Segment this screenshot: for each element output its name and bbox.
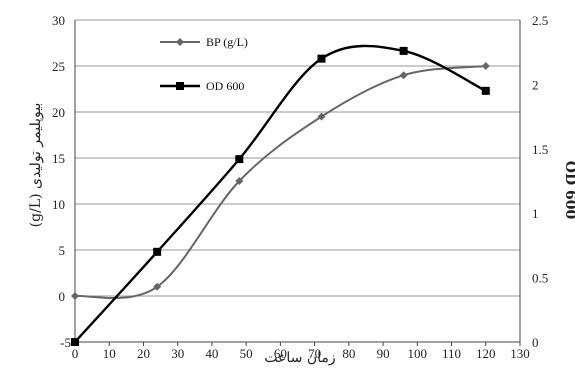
od600-point (317, 54, 326, 63)
left-axis-title: (g/L) بیوپلیمر تولیدی (28, 103, 44, 228)
od600-point (399, 46, 408, 55)
bp-point (481, 62, 490, 70)
right-tick-label: 2.5 (532, 13, 548, 28)
x-tick-label: 50 (240, 346, 253, 361)
bp-point (71, 292, 79, 300)
x-tick-label: 100 (408, 346, 428, 361)
right-tick-label: 1.5 (532, 142, 548, 157)
x-tick-label: 40 (205, 346, 218, 361)
x-tick-label: 0 (72, 346, 79, 361)
x-axis-title: زمان ساعت (264, 350, 335, 366)
x-tick-label: 120 (476, 346, 496, 361)
series-line-bp (74, 65, 486, 300)
right-tick-label: 0 (532, 335, 539, 350)
right-tick-label: 2 (532, 77, 539, 92)
x-tick-label: 60 (274, 346, 287, 361)
od600-point (71, 338, 79, 346)
series-line-od600 (74, 44, 487, 343)
bp-point (399, 71, 408, 80)
od600-point (481, 86, 490, 95)
x-tick-label: 30 (171, 346, 184, 361)
bp-point (317, 112, 326, 121)
left-tick-label: 20 (52, 105, 65, 120)
x-tick-label: 90 (377, 346, 390, 361)
legend-marker-od600 (176, 82, 184, 90)
bp-point (235, 177, 244, 185)
grid-lines (75, 19, 520, 297)
right-axis-title: OD 600 (562, 161, 575, 220)
axes (74, 20, 521, 346)
od600-point (153, 247, 162, 256)
left-tick-label: 5 (59, 243, 66, 258)
right-tick-label: 0.5 (532, 271, 548, 286)
left-tick-label: 25 (52, 59, 65, 74)
left-tick-label: 15 (52, 151, 65, 166)
left-tick-label: 0 (59, 289, 66, 304)
left-tick-label: -5 (60, 335, 71, 350)
legend-marker-bp (176, 38, 184, 46)
x-tick-label: 80 (342, 346, 355, 361)
x-tick-label: 10 (103, 346, 116, 361)
bp-point (153, 282, 162, 291)
legend-label-bp: BP (g/L) (206, 35, 248, 49)
tick-labels: 0 10 20 30 40 50 60 70 80 90 100 110 120 130051015202… (52, 13, 548, 361)
left-tick-label: 10 (52, 197, 65, 212)
legend: BP (g/L) OD 600 (160, 35, 248, 93)
x-tick-label: 20 (137, 346, 150, 361)
right-tick-label: 1 (532, 206, 539, 221)
x-tick-label: 70 (308, 346, 321, 361)
od600-point (235, 155, 244, 164)
series-lines (71, 44, 490, 346)
x-tick-label: 110 (442, 346, 461, 361)
left-tick-label: 30 (52, 13, 65, 28)
legend-label-od600: OD 600 (206, 79, 244, 93)
x-tick-label: 130 (510, 346, 530, 361)
